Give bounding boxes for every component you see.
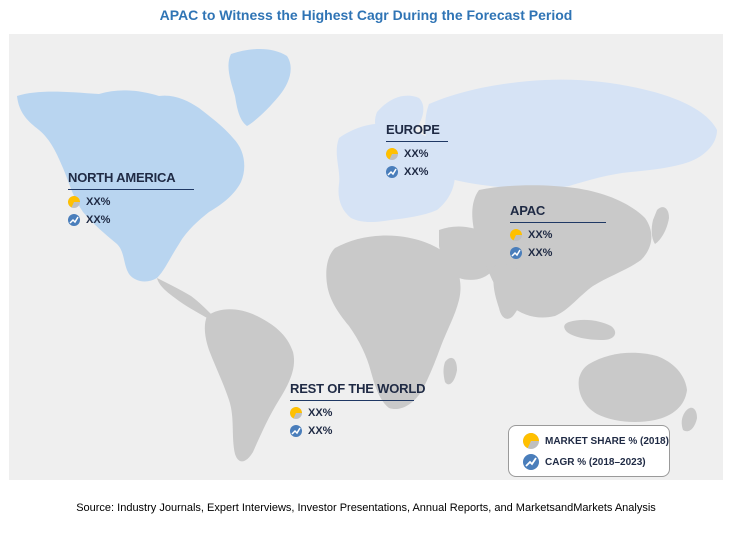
australia-landmass (578, 352, 687, 422)
new-zealand-landmass (681, 407, 697, 432)
market-share-value: XX% (86, 196, 111, 208)
cagr-row: XX% (386, 166, 448, 178)
trend-line-icon (68, 214, 80, 226)
world-map-shapes (17, 49, 717, 462)
region-name: REST OF THE WORLD (290, 381, 425, 401)
market-share-value: XX% (528, 229, 553, 241)
market-share-value: XX% (308, 407, 333, 419)
market-share-row: XX% (290, 407, 414, 419)
cagr-value: XX% (528, 247, 553, 259)
region-name: EUROPE (386, 122, 448, 142)
cagr-row: XX% (290, 425, 414, 437)
russia-landmass (425, 79, 717, 190)
map-legend: MARKET SHARE % (2018) CAGR % (2018–2023) (508, 425, 670, 477)
pie-chart-icon (386, 148, 398, 160)
market-share-row: XX% (68, 196, 194, 208)
legend-label: MARKET SHARE % (2018) (545, 435, 669, 447)
chart-title: APAC to Witness the Highest Cagr During … (159, 7, 573, 23)
africa-landmass (326, 235, 461, 410)
central-america-landmass (157, 278, 211, 318)
uk-landmass (346, 157, 365, 183)
india-landmass (493, 264, 526, 319)
region-apac: APAC XX% XX% (510, 203, 606, 259)
cagr-row: XX% (68, 214, 194, 226)
madagascar-landmass (443, 357, 457, 385)
legend-market-share: MARKET SHARE % (2018) (523, 433, 669, 449)
japan-landmass (651, 207, 669, 244)
source-note: Source: Industry Journals, Expert Interv… (76, 502, 656, 514)
market-share-row: XX% (510, 229, 606, 241)
pie-chart-icon (510, 229, 522, 241)
trend-line-icon (510, 247, 522, 259)
southeast-asia-islands (564, 319, 616, 340)
region-rest-of-world: REST OF THE WORLD XX% XX% (290, 381, 425, 437)
cagr-value: XX% (308, 425, 333, 437)
legend-label: CAGR % (2018–2023) (545, 456, 646, 468)
south-america-landmass (204, 309, 295, 462)
cagr-value: XX% (86, 214, 111, 226)
region-name: NORTH AMERICA (68, 170, 194, 190)
region-north-america: NORTH AMERICA XX% XX% (68, 170, 194, 226)
cagr-value: XX% (404, 166, 429, 178)
trend-line-icon (523, 454, 539, 470)
trend-line-icon (290, 425, 302, 437)
market-share-value: XX% (404, 148, 429, 160)
cagr-row: XX% (510, 247, 606, 259)
legend-cagr: CAGR % (2018–2023) (523, 454, 646, 470)
greenland-landmass (228, 49, 291, 126)
north-america-landmass (17, 90, 245, 282)
region-name: APAC (510, 203, 606, 223)
pie-chart-icon (523, 433, 539, 449)
pie-chart-icon (68, 196, 80, 208)
scandinavia-landmass (375, 95, 424, 140)
trend-line-icon (386, 166, 398, 178)
region-europe: EUROPE XX% XX% (386, 122, 448, 178)
world-map (9, 34, 723, 480)
pie-chart-icon (290, 407, 302, 419)
market-share-row: XX% (386, 148, 448, 160)
